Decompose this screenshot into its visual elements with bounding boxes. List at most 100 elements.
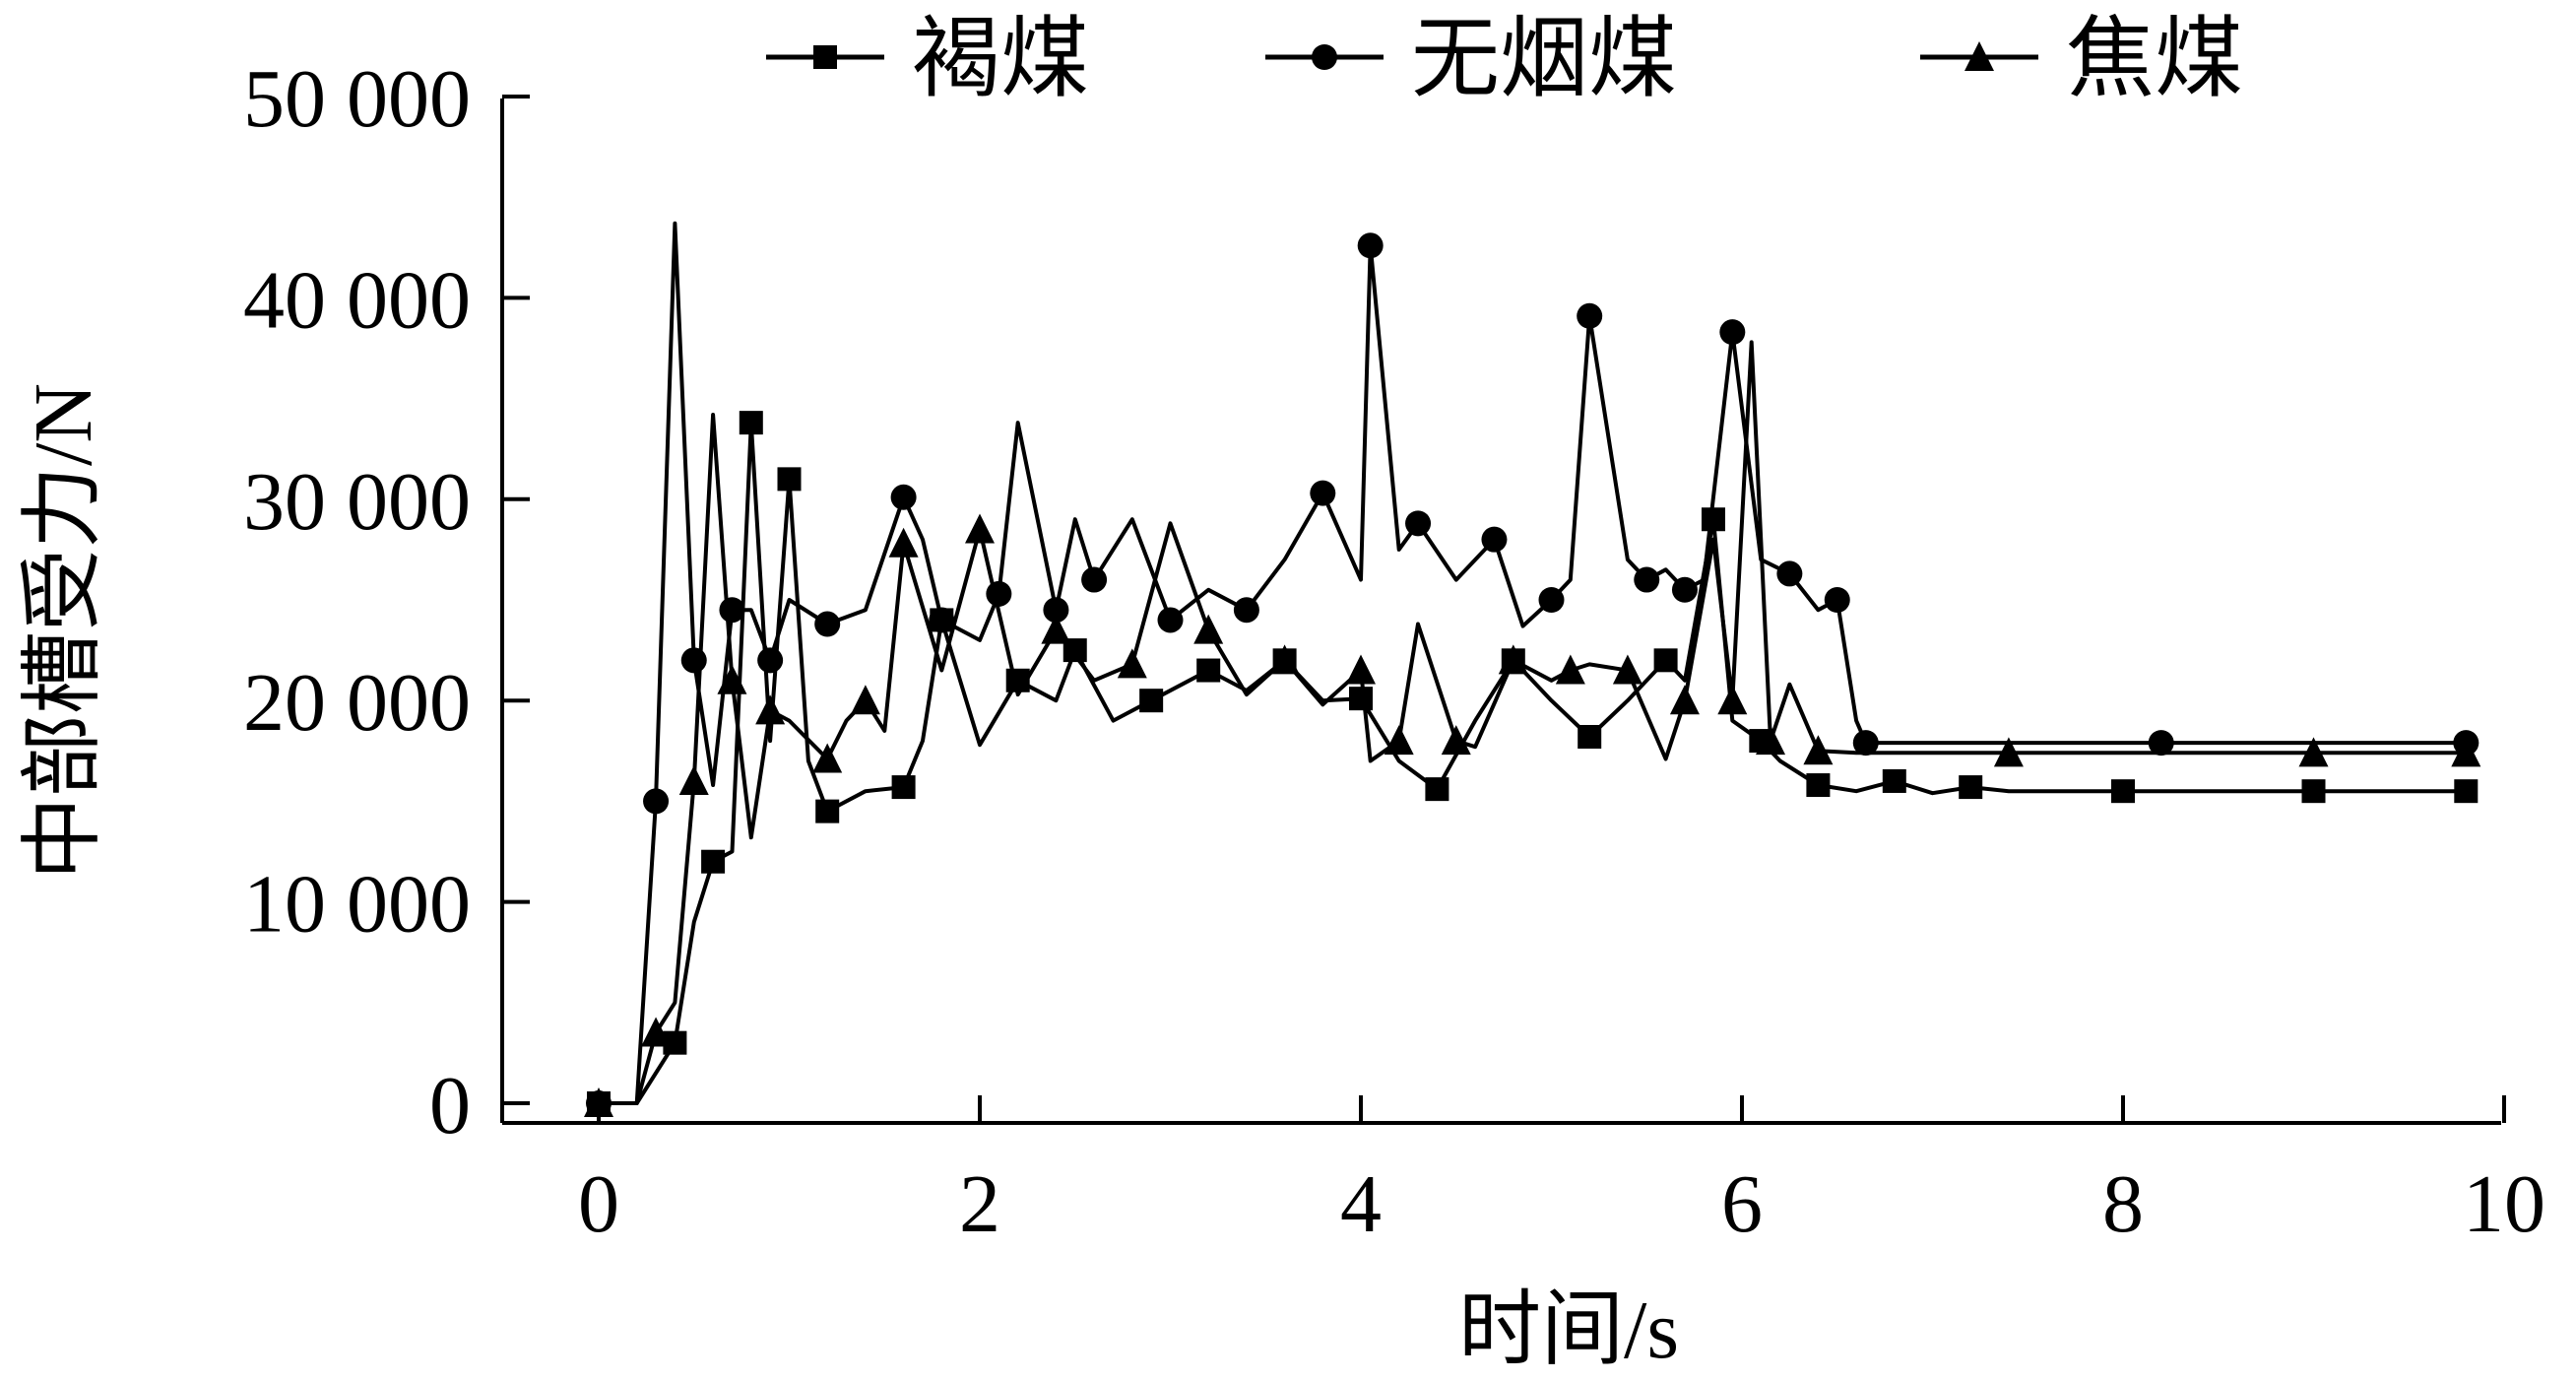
data-point <box>1578 724 1602 749</box>
data-point <box>891 775 916 800</box>
legend-item: 无烟煤 <box>1265 11 1677 108</box>
data-point <box>1634 566 1660 593</box>
data-point <box>719 597 745 624</box>
data-point <box>1349 687 1373 711</box>
x-tick-label: 8 <box>2102 1158 2144 1250</box>
data-point <box>1498 644 1528 675</box>
data-point <box>1196 658 1221 683</box>
legend-item: 褐煤 <box>766 11 1089 108</box>
data-point <box>1824 587 1850 613</box>
data-point <box>1671 576 1698 603</box>
x-tick-label: 2 <box>959 1158 1000 1250</box>
data-point <box>1756 725 1786 756</box>
data-point <box>1717 685 1748 715</box>
series-triangle <box>584 340 2481 1117</box>
data-point <box>1481 526 1508 553</box>
data-point <box>1357 232 1384 259</box>
x-tick-label: 4 <box>1340 1158 1382 1250</box>
data-point <box>1384 725 1414 756</box>
legend-label: 褐煤 <box>912 11 1089 108</box>
data-point <box>680 647 707 674</box>
data-point <box>1081 566 1108 593</box>
data-point <box>1157 607 1184 633</box>
data-point <box>1538 587 1565 613</box>
data-point <box>641 1017 672 1047</box>
y-tick-label: 20 000 <box>243 657 471 749</box>
data-point <box>643 788 670 815</box>
data-point <box>2301 779 2326 804</box>
data-point <box>929 607 955 633</box>
y-tick-label: 10 000 <box>243 859 471 951</box>
data-point <box>1653 648 1678 673</box>
data-point <box>1041 614 1071 644</box>
data-point <box>1852 730 1879 757</box>
data-point <box>2454 779 2479 804</box>
y-tick-label: 30 000 <box>243 456 471 548</box>
data-point <box>1139 689 1164 713</box>
series-layer <box>584 221 2481 1117</box>
x-tick-label: 10 <box>2463 1158 2545 1250</box>
data-point <box>965 513 995 544</box>
axes: 0 10 000 20 000 30 000 40 000 50 000 0 2 4 6 8 10 <box>243 53 2545 1250</box>
data-point <box>1043 597 1069 624</box>
data-point <box>701 849 726 874</box>
data-point <box>1346 654 1376 685</box>
data-point <box>1193 614 1224 644</box>
data-point <box>757 647 784 674</box>
data-point <box>739 411 763 435</box>
data-point <box>678 764 709 795</box>
data-point <box>777 467 802 492</box>
data-point <box>584 1087 613 1117</box>
data-point <box>1233 597 1259 624</box>
data-point <box>815 799 840 823</box>
series-line <box>599 340 2467 1105</box>
data-point <box>1803 735 1834 765</box>
data-point <box>812 743 843 773</box>
data-point <box>814 611 841 637</box>
data-point <box>1719 319 1746 346</box>
legend-label: 焦煤 <box>2066 11 2243 108</box>
data-point <box>1441 725 1471 756</box>
data-point <box>1555 654 1585 685</box>
data-point <box>1425 777 1449 802</box>
series-line <box>599 221 2467 1105</box>
data-point <box>1577 302 1603 329</box>
data-point <box>1117 648 1147 679</box>
data-point <box>986 580 1012 607</box>
x-tick-label: 0 <box>578 1158 619 1250</box>
legend-item: 焦煤 <box>1920 11 2243 108</box>
series-square <box>587 411 2479 1115</box>
y-tick-label: 50 000 <box>243 53 471 145</box>
data-point <box>1882 768 1906 793</box>
data-point <box>2298 737 2329 767</box>
legend-marker <box>1312 44 1337 70</box>
legend-marker <box>813 45 837 69</box>
legend-label: 无烟煤 <box>1411 11 1677 108</box>
data-point <box>1993 737 2024 767</box>
data-point <box>1269 644 1300 675</box>
data-point <box>888 527 919 558</box>
data-point <box>755 694 786 725</box>
data-point <box>2148 730 2174 757</box>
y-tick-label: 0 <box>429 1060 471 1152</box>
data-point <box>2451 737 2481 767</box>
x-axis-title: 时间/s <box>1458 1284 1679 1376</box>
data-point <box>2111 779 2135 804</box>
data-point <box>717 664 747 694</box>
x-tick-label: 6 <box>1721 1158 1763 1250</box>
data-point <box>1669 685 1700 715</box>
data-point <box>1959 775 1983 800</box>
y-tick-label: 40 000 <box>243 254 471 346</box>
data-point <box>1612 654 1642 685</box>
data-point <box>1806 773 1831 798</box>
y-axis-title: 中部槽受力/N <box>18 383 109 880</box>
legend-marker <box>1964 41 1994 71</box>
legend: 褐煤 无烟煤 焦煤 <box>766 11 2243 108</box>
data-point <box>890 484 917 510</box>
series-line <box>599 421 2467 1105</box>
data-point <box>1405 510 1432 537</box>
data-point <box>1776 560 1803 587</box>
data-point <box>850 685 880 715</box>
data-point <box>1310 480 1336 506</box>
